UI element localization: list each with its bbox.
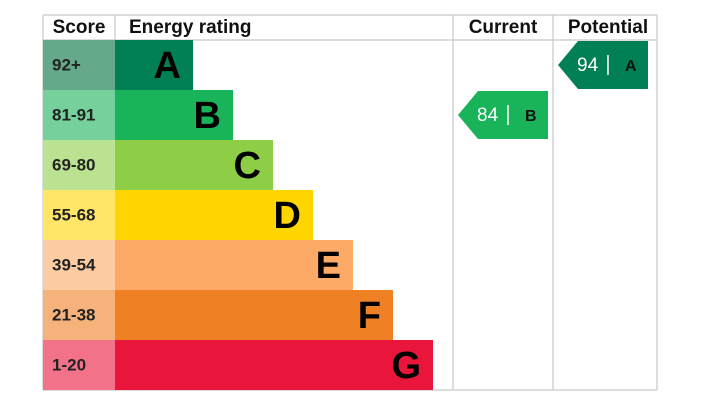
header-current: Current — [469, 17, 538, 38]
header-potential: Potential — [568, 17, 648, 38]
rating-bar — [115, 190, 313, 240]
score-label: 21-38 — [52, 305, 95, 324]
score-cell — [43, 90, 115, 140]
potential-rating: A — [625, 58, 637, 75]
rating-bar — [115, 240, 353, 290]
score-label: 1-20 — [52, 355, 86, 374]
score-label: 92+ — [52, 55, 81, 74]
score-cell — [43, 340, 115, 390]
score-label: 55-68 — [52, 205, 95, 224]
score-cell — [43, 240, 115, 290]
rating-bar — [115, 40, 193, 90]
score-cell — [43, 290, 115, 340]
score-cell — [43, 40, 115, 90]
rating-bar — [115, 340, 433, 390]
potential-arrow — [558, 41, 648, 89]
rating-bar — [115, 90, 233, 140]
rating-letter: E — [316, 245, 341, 287]
rating-bar — [115, 140, 273, 190]
rating-letter: A — [154, 45, 181, 87]
rating-letter: F — [358, 295, 381, 337]
current-arrow — [458, 91, 548, 139]
score-cell — [43, 140, 115, 190]
score-label: 69-80 — [52, 155, 95, 174]
score-cell — [43, 190, 115, 240]
score-label: 81-91 — [52, 105, 95, 124]
potential-score: 94 — [577, 55, 599, 76]
current-score: 84 — [477, 105, 499, 126]
score-label: 39-54 — [52, 255, 96, 274]
current-rating: B — [525, 108, 537, 125]
rating-letter: G — [391, 345, 421, 387]
rating-bar — [115, 290, 393, 340]
header-score: Score — [53, 17, 106, 38]
rating-letter: D — [274, 195, 301, 237]
rating-letter: B — [194, 95, 221, 137]
header-rating: Energy rating — [129, 17, 251, 38]
rating-letter: C — [234, 145, 261, 187]
